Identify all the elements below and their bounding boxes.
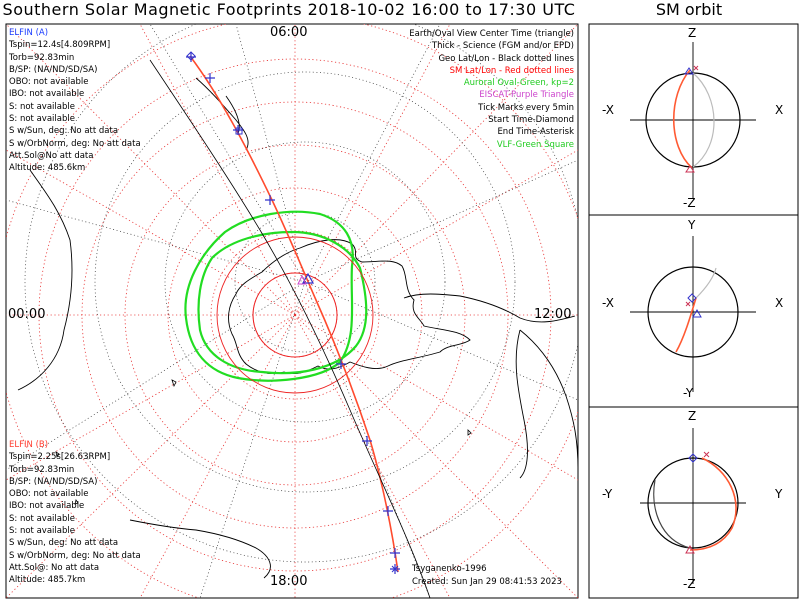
orbit-frame [588, 23, 799, 599]
antarctica-coastline [228, 239, 471, 375]
legend-entry: Earth/Oval View Center Time (triangle) [409, 29, 574, 39]
mlt-label-top: 06:00 [270, 25, 308, 40]
probe-b-line: Torb=92.83min [9, 464, 75, 475]
created-timestamp: Created: Sun Jan 29 08:41:53 2023 [412, 577, 562, 587]
elfin-a-track [149, 59, 431, 598]
vlf-square [235, 127, 243, 135]
orbit3-right-label: Y [775, 487, 783, 501]
sm-grid [6, 24, 578, 598]
africa-coastline [129, 519, 271, 579]
probe-a-line: S: not available [9, 101, 75, 112]
probe-b-line: B/SP: (NA/ND/SD/SA) [9, 476, 98, 487]
mlt-label-bottom: 18:00 [270, 574, 308, 589]
legend-entry: Thick - Science (FGM and/or EPD) [431, 41, 574, 52]
probe-a-line: OBO: not available [9, 77, 89, 88]
antarctic-peninsula [403, 293, 576, 323]
probe-a-line: S: not available [9, 114, 75, 125]
plot-title: Southern Solar Magnetic Footprints 2018-… [2, 0, 576, 19]
orbit-panel-yz [640, 428, 746, 584]
probe-a-line: Torb=92.83min [9, 52, 75, 63]
legend-entry: SM Lat/Lon - Red dotted lines [449, 65, 574, 76]
orbit-panel-xy [630, 236, 756, 392]
south-america-coastline [515, 329, 578, 479]
orbit1-bottom-label: -Z [683, 196, 696, 210]
probe-a-line: B/SP: (NA/ND/SD/SA) [9, 64, 98, 75]
orbit3-top-label: Z [688, 409, 697, 423]
legend-entry: End Time-Asterisk [497, 127, 574, 138]
orbit1-right-label: X [775, 103, 784, 117]
orbit2-right-label: X [775, 296, 784, 310]
orbit2-top-label: Y [688, 218, 696, 232]
orbit2-bottom-label: -Y [683, 386, 694, 400]
mlt-label-left: 00:00 [8, 307, 46, 322]
legend-entry: VLF-Green Square [496, 139, 574, 150]
mlt-label-right: 12:00 [534, 307, 572, 322]
orbit1-left-label: -X [602, 103, 614, 117]
probe-b-line: Altitude: 485.7km [9, 575, 86, 586]
probe-b-line: OBO: not available [9, 489, 89, 500]
probe-a-line: Altitude: 485.6km [9, 163, 86, 174]
auroral-oval [184, 210, 368, 382]
legend-entry: Auroral Oval-Green, kp=2 [463, 78, 574, 89]
legend-entry: Tick Marks every 5min [478, 102, 574, 113]
orbit3-left-label: -Y [602, 487, 613, 501]
legend-entry: Start Time-Diamond [488, 115, 574, 126]
probe-a-info: ELFIN (A) Tspin=12.4s[4.809RPM] Torb=92.… [9, 27, 141, 175]
end-asterisk [391, 565, 399, 573]
probe-a-line: S w/Sun, deg: No att data [9, 126, 119, 137]
start-diamond [186, 51, 196, 61]
orbit2-left-label: -X [602, 296, 614, 310]
model-credit: Tsyganenko-1996 [412, 564, 487, 574]
probe-b-line: Tspin=2.25s[26.63RPM] [9, 452, 111, 463]
orbit-panel-title: SM orbit [655, 0, 723, 19]
probe-b-line: S w/Sun, deg: No att data [9, 538, 119, 549]
view-center-triangle [301, 272, 315, 284]
new-zealand-coastline [195, 77, 249, 151]
legend-entry: Geo Lat/Lon - Black dotted lines [438, 53, 574, 64]
probe-a-name: ELFIN (A) [9, 28, 49, 38]
probe-a-line: IBO: not available [9, 89, 85, 100]
probe-b-info: ELFIN (B) Tspin=2.25s[26.63RPM] Torb=92.… [9, 439, 141, 587]
islands [55, 379, 472, 505]
probe-b-line: S w/OrbNorm, deg: No att data [9, 550, 141, 561]
probe-a-line: Tspin=12.4s[4.809RPM] [9, 40, 111, 51]
orbit1-top-label: Z [688, 26, 697, 40]
orbit-panel-xz [630, 42, 756, 198]
eiscat-triangle [297, 274, 307, 285]
track-ticks [186, 52, 400, 574]
map-area [6, 24, 578, 598]
probe-a-line: S w/OrbNorm, deg: No att data [9, 138, 141, 149]
map-legend: Earth/Oval View Center Time (triangle) T… [409, 28, 574, 151]
probe-b-line: IBO: not available [9, 501, 85, 512]
probe-a-line: Att.Sol@No att data [9, 150, 94, 161]
australia-coastline [17, 169, 73, 391]
probe-b-line: S: not available [9, 513, 75, 524]
sm-lat-circle [216, 236, 374, 394]
probe-b-name: ELFIN (B) [9, 440, 49, 450]
map-frame [5, 23, 579, 599]
legend-entry: EISCAT-Purple Triangle [479, 90, 574, 101]
probe-b-line: S: not available [9, 526, 75, 537]
sm-pole-circle [252, 272, 338, 358]
probe-b-line: Att.Sol@: No att data [9, 562, 100, 573]
orbit3-bottom-label: -Z [683, 577, 696, 591]
